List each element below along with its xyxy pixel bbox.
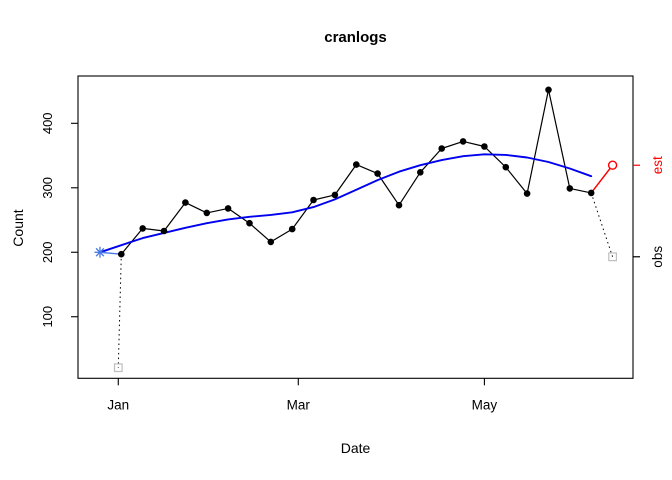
y-tick-label: 300 (40, 177, 55, 199)
dotted-connector-left (117, 254, 122, 368)
plot-title: cranlogs (324, 29, 387, 46)
y-tick-label: 400 (40, 112, 55, 134)
right-axis-label-obs: obs (650, 246, 665, 268)
x-tick-label: Mar (287, 397, 311, 412)
right-axis-label-est: est (650, 156, 665, 174)
observed-point (118, 250, 125, 258)
observed-point (139, 225, 146, 232)
observed-point (267, 238, 275, 246)
observed-series-line (120, 89, 592, 255)
observed-point (587, 189, 595, 197)
observed-point (224, 205, 232, 212)
observed-point (203, 209, 211, 217)
observed-point (288, 225, 296, 233)
observed-point (523, 190, 531, 197)
x-tick-label: Jan (107, 397, 129, 412)
observed-point (182, 199, 189, 206)
observed-point (374, 170, 381, 177)
observed-point (160, 227, 168, 235)
observed-point (545, 86, 552, 94)
observed-point (502, 163, 510, 171)
partial-obs-square-right (608, 252, 617, 262)
x-axis-title: Date (340, 440, 371, 456)
observed-point (395, 201, 403, 209)
partial-obs-square-left (113, 363, 123, 373)
observed-point (310, 196, 317, 204)
observed-point (481, 143, 488, 150)
y-tick-label: 200 (40, 241, 55, 263)
observed-point (331, 191, 339, 199)
observed-point (438, 145, 446, 152)
y-tick-label: 100 (40, 306, 55, 328)
init-asterisk-marker (95, 247, 105, 257)
observed-point (417, 169, 424, 176)
x-tick-label: May (472, 397, 498, 412)
observed-point (353, 161, 360, 168)
observed-point (459, 138, 467, 145)
dotted-connector-right (590, 192, 614, 257)
observed-point (566, 185, 574, 192)
forecast-connector (590, 164, 614, 194)
observed-point (246, 219, 253, 227)
forecast-open-circle (607, 160, 618, 170)
plot-box (77, 75, 634, 379)
smooth-curve (99, 153, 593, 254)
